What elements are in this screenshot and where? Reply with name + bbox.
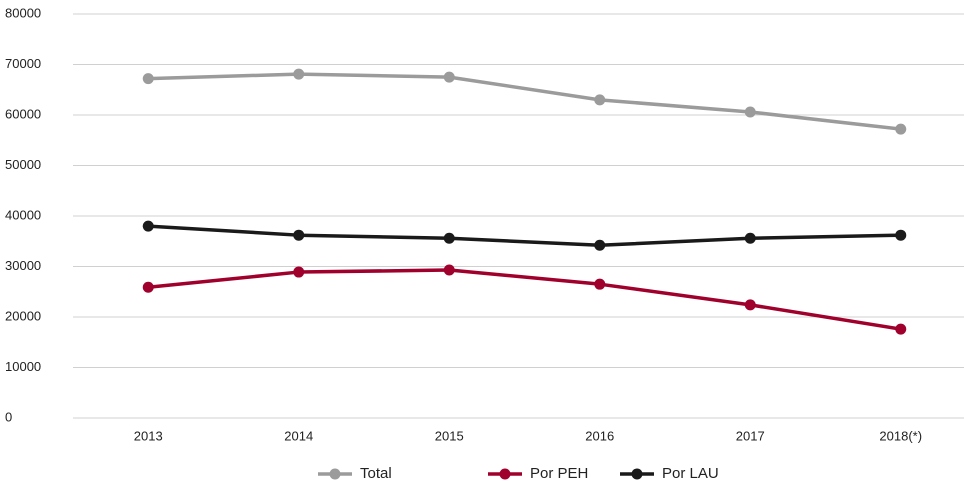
x-tick-label: 2016	[585, 428, 614, 443]
data-point	[142, 220, 154, 232]
y-tick-label: 70000	[5, 56, 41, 71]
data-point	[293, 229, 305, 241]
y-tick-label: 10000	[5, 359, 41, 374]
data-point	[594, 239, 606, 251]
data-point	[594, 94, 606, 106]
legend: Total Por PEH Por LAU	[318, 465, 719, 482]
data-point	[443, 71, 455, 83]
y-tick-label: 80000	[5, 5, 41, 20]
series-line	[148, 72, 901, 131]
data-point	[443, 264, 455, 276]
series	[142, 220, 907, 251]
data-point	[744, 299, 756, 311]
legend-label: Total	[360, 465, 392, 482]
data-point	[895, 229, 907, 241]
y-tick-label: 40000	[5, 207, 41, 222]
series-line	[148, 224, 901, 248]
data-point	[895, 123, 907, 135]
x-tick-label: 2017	[736, 428, 765, 443]
data-point	[293, 68, 305, 80]
legend-marker	[631, 468, 643, 480]
legend-marker	[499, 468, 511, 480]
series	[142, 264, 907, 335]
y-tick-label: 60000	[5, 106, 41, 121]
legend-marker	[329, 468, 341, 480]
data-point	[443, 232, 455, 244]
y-tick-label: 30000	[5, 258, 41, 273]
data-point	[895, 323, 907, 335]
legend-label: Por LAU	[662, 465, 719, 482]
x-tick-label: 2018(*)	[879, 428, 922, 443]
data-point	[744, 106, 756, 118]
series	[142, 68, 907, 135]
y-tick-label: 50000	[5, 157, 41, 172]
y-tick-label: 0	[5, 409, 12, 424]
x-tick-label: 2014	[284, 428, 313, 443]
data-point	[142, 281, 154, 293]
y-tick-label: 20000	[5, 308, 41, 323]
data-point	[142, 73, 154, 85]
legend-label: Por PEH	[530, 465, 588, 482]
data-point	[744, 232, 756, 244]
x-tick-label: 2013	[134, 428, 163, 443]
data-point	[594, 278, 606, 290]
x-tick-label: 2015	[435, 428, 464, 443]
series-line	[148, 268, 902, 331]
data-point	[293, 266, 305, 278]
